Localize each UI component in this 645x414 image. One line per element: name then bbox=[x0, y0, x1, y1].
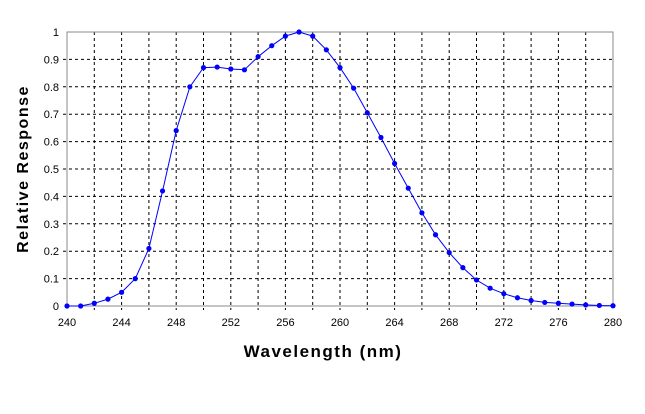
data-point bbox=[78, 303, 84, 309]
data-point bbox=[432, 232, 439, 238]
x-tick-label: 272 bbox=[495, 317, 513, 329]
data-point bbox=[269, 43, 275, 49]
data-point bbox=[392, 160, 398, 167]
y-tick-label: 0 bbox=[53, 301, 59, 313]
data-point bbox=[596, 302, 602, 309]
data-point bbox=[214, 64, 220, 70]
x-tick-label: 244 bbox=[112, 317, 130, 329]
y-tick-label: 0.2 bbox=[44, 246, 59, 258]
x-tick-label: 268 bbox=[440, 317, 458, 329]
y-tick-label: 1 bbox=[53, 27, 59, 39]
data-point bbox=[310, 33, 316, 39]
data-point bbox=[364, 110, 370, 116]
data-point bbox=[528, 297, 534, 304]
data-point bbox=[187, 84, 193, 90]
x-tick-labels: 240 244 248 252 256 260 264 268 272 276 280 bbox=[58, 317, 622, 329]
data-point bbox=[282, 33, 288, 39]
y-tick-labels: 0 0.1 0.2 0.3 0.4 0.5 0.6 0.7 0.8 0.9 1 bbox=[44, 27, 59, 313]
data-point bbox=[200, 65, 207, 71]
data-point bbox=[487, 285, 493, 291]
data-point bbox=[296, 29, 302, 35]
data-point bbox=[91, 300, 97, 306]
x-tick-label: 240 bbox=[58, 317, 76, 329]
data-point bbox=[119, 289, 125, 295]
y-axis-label: Relative Response bbox=[15, 85, 32, 253]
data-point bbox=[514, 295, 521, 301]
y-tick-label: 0.4 bbox=[44, 191, 59, 203]
data-point bbox=[501, 291, 507, 297]
data-point bbox=[228, 66, 234, 72]
data-point bbox=[255, 54, 261, 60]
grid bbox=[63, 32, 613, 310]
y-tick-label: 0.9 bbox=[44, 54, 59, 66]
data-point bbox=[173, 128, 179, 134]
x-tick-label: 256 bbox=[276, 317, 294, 329]
data-point bbox=[146, 245, 152, 252]
data-point bbox=[405, 185, 411, 191]
data-point bbox=[378, 134, 384, 141]
data-point bbox=[555, 300, 562, 306]
data-point bbox=[337, 65, 343, 71]
x-tick-label: 276 bbox=[549, 317, 567, 329]
data-point bbox=[569, 301, 575, 307]
y-tick-label: 0.6 bbox=[44, 137, 59, 149]
y-tick-label: 0.1 bbox=[44, 274, 59, 286]
x-tick-label: 264 bbox=[385, 317, 403, 329]
data-point bbox=[323, 47, 329, 53]
y-tick-label: 0.5 bbox=[44, 164, 59, 176]
data-point bbox=[446, 249, 452, 256]
data-point bbox=[64, 303, 70, 309]
y-tick-label: 0.8 bbox=[44, 82, 59, 94]
plot-frame bbox=[66, 31, 614, 307]
data-point bbox=[132, 276, 138, 282]
x-tick-label: 248 bbox=[167, 317, 185, 329]
x-tick-label: 280 bbox=[604, 317, 622, 329]
data-point bbox=[473, 277, 480, 283]
data-point bbox=[241, 67, 248, 73]
y-tick-label: 0.3 bbox=[44, 219, 59, 231]
data-point bbox=[351, 85, 357, 91]
data-point bbox=[159, 188, 166, 194]
x-axis-label: Wavelength (nm) bbox=[244, 342, 403, 361]
y-tick-label: 0.7 bbox=[44, 109, 59, 121]
data-point bbox=[419, 210, 425, 216]
data-point bbox=[105, 296, 111, 302]
x-tick-label: 252 bbox=[222, 317, 240, 329]
data-point bbox=[460, 265, 466, 271]
data-point bbox=[542, 299, 548, 306]
series-group bbox=[64, 29, 616, 309]
x-tick-label: 260 bbox=[331, 317, 349, 329]
data-point bbox=[610, 303, 616, 309]
data-point bbox=[583, 302, 589, 308]
